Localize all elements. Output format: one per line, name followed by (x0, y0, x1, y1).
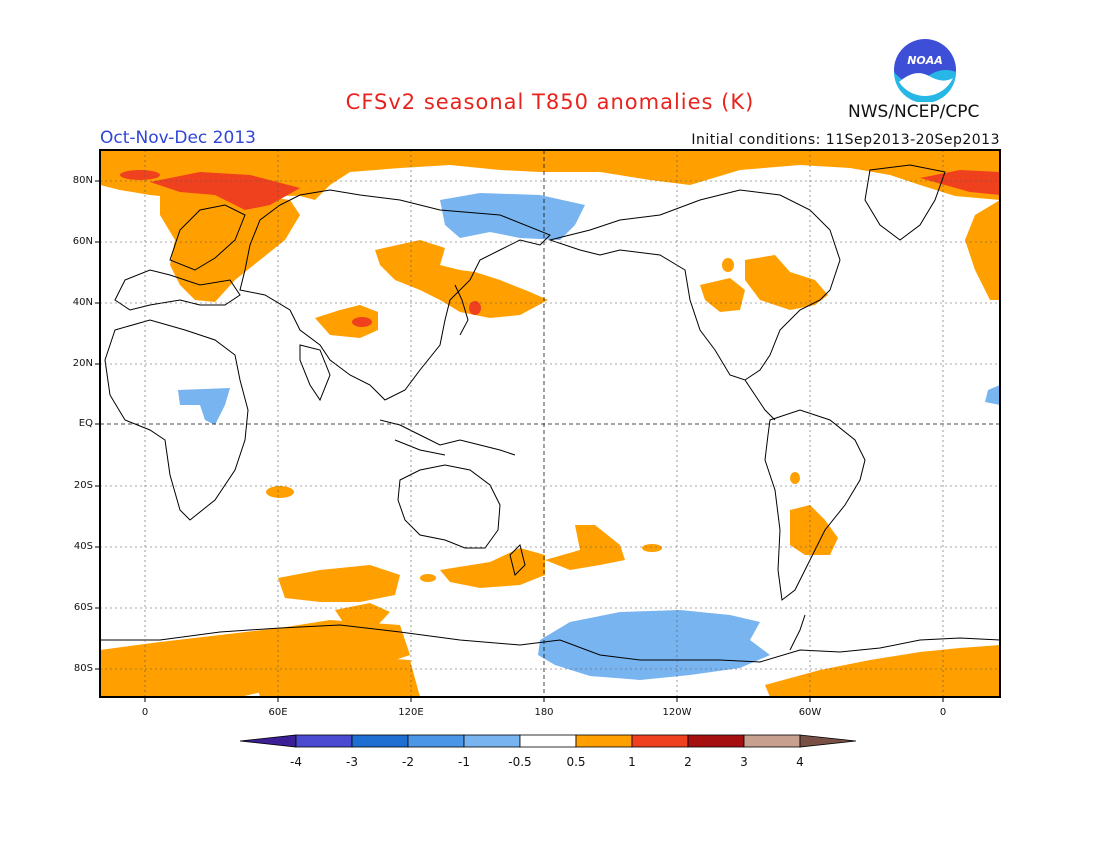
colorbar-label: 0.5 (566, 755, 586, 769)
lon-label-0: 0 (141, 707, 149, 718)
initial-conditions: Initial conditions: 11Sep2013-20Sep2013 (691, 132, 1000, 148)
equator-dateline (100, 150, 1000, 697)
forecast-period: Oct-Nov-Dec 2013 (100, 128, 256, 148)
colorbar-bin (687, 734, 745, 748)
svg-text:NOAA: NOAA (907, 54, 943, 67)
colorbar (239, 734, 857, 748)
colorbar-bin (351, 734, 409, 748)
colorbar-label: -3 (346, 755, 358, 769)
lat-label-80n: 80N (72, 175, 93, 186)
anomaly-south-pacific (545, 525, 625, 570)
colorbar-label: -4 (290, 755, 302, 769)
colorbar-label: -2 (402, 755, 414, 769)
colorbar-bin (519, 734, 577, 748)
lon-label-60w: 60W (798, 707, 822, 718)
anomaly-ross-sea (538, 610, 770, 680)
lat-label-60n: 60N (72, 236, 93, 247)
colorbar-high-arrow (799, 734, 857, 748)
lat-label-60s: 60S (73, 602, 93, 613)
lat-label-80s: 80S (73, 663, 93, 674)
anomaly-south-america (790, 505, 838, 555)
colorbar-label: -0.5 (508, 755, 532, 769)
anomaly-south-indian (278, 565, 400, 602)
map-title: CFSv2 seasonal T850 anomalies (K) (345, 90, 755, 114)
anomaly-europe (160, 190, 300, 302)
lon-label-120e: 120E (398, 707, 424, 718)
colorbar-label: 1 (628, 755, 636, 769)
colorbar-bin (575, 734, 633, 748)
lat-label-eq: EQ (78, 418, 93, 429)
lat-label-40n: 40N (72, 297, 93, 308)
lon-label-60e: 60E (268, 707, 288, 718)
anomaly-greenland-strong (150, 172, 300, 210)
coastlines (100, 164, 1000, 663)
lat-label-20s: 20S (73, 480, 93, 491)
organization-label: NWS/NCEP/CPC (848, 102, 980, 122)
lat-label-40s: 40S (73, 541, 93, 552)
anomaly-antarctica-west (765, 645, 1000, 697)
lat-label-20n: 20N (72, 358, 93, 369)
lon-label-180: 180 (534, 707, 554, 718)
anomaly-africa (178, 388, 230, 425)
anomaly-madagascar (266, 486, 294, 498)
colorbar-label: -1 (458, 755, 470, 769)
anomaly-siberia (440, 193, 585, 240)
lon-label-0-right: 0 (939, 707, 947, 718)
colorbar-bin (743, 734, 801, 748)
colorbar-bin (463, 734, 521, 748)
colorbar-bin (295, 734, 353, 748)
noaa-logo: NOAA (894, 39, 956, 102)
anomaly-antarctica-east (100, 620, 410, 697)
colorbar-low-arrow (239, 734, 297, 748)
gridlines (100, 150, 1000, 697)
colorbar-label: 4 (796, 755, 804, 769)
anomaly-arctic (100, 150, 1000, 200)
lon-label-120w: 120W (662, 707, 692, 718)
colorbar-label: 3 (740, 755, 748, 769)
colorbar-label: 2 (684, 755, 692, 769)
anomaly-north-america (700, 278, 745, 312)
colorbar-bin (407, 734, 465, 748)
colorbar-bin (631, 734, 689, 748)
anomaly-central-asia (375, 240, 548, 318)
